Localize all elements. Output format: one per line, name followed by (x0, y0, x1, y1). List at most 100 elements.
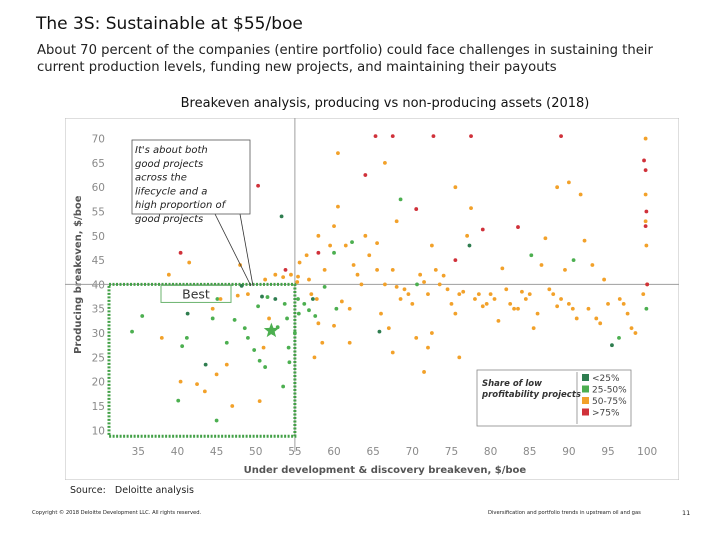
scatter-point (394, 284, 399, 289)
scatter-point (582, 238, 587, 243)
scatter-point (261, 345, 266, 350)
scatter-point (547, 287, 552, 292)
scatter-point (224, 340, 229, 345)
annotation-text: It's about both good projects across the li… (135, 145, 227, 225)
scatter-point (320, 340, 325, 345)
scatter-point (643, 219, 648, 224)
scatter-point (559, 134, 563, 139)
scatter-point (322, 267, 327, 272)
scatter-point (578, 192, 583, 197)
scatter-point (644, 306, 649, 311)
chart-canvas: 35 40 45 50 55 60 65 70 75 80 85 90 95 100 10 15 20 25 30 3… (64, 117, 680, 481)
x-tick-label: 60 (327, 446, 340, 458)
scatter-point (512, 306, 516, 311)
best-region-box (107, 282, 297, 438)
scatter-point (610, 343, 614, 348)
scatter-point (202, 389, 207, 394)
legend-swatch (582, 385, 589, 393)
scatter-point (414, 207, 419, 211)
scatter-point (304, 253, 309, 258)
scatter-point (295, 280, 300, 284)
scatter-point (187, 260, 192, 265)
scatter-point (292, 331, 297, 335)
scatter-point (302, 301, 307, 306)
scatter-point (529, 253, 534, 258)
scatter-point (265, 295, 270, 299)
scatter-point (256, 304, 260, 309)
scatter-point (484, 301, 489, 306)
y-tick-label: 65 (92, 158, 105, 170)
scatter-point (457, 355, 462, 360)
legend-item-label: >75% (592, 409, 620, 419)
scatter-point (316, 233, 321, 238)
x-tick-label: 65 (366, 446, 379, 458)
scatter-point (273, 297, 278, 301)
scatter-point (641, 292, 646, 297)
scatter-point (492, 297, 497, 301)
scatter-point (359, 282, 364, 287)
y-tick-label: 20 (92, 377, 105, 389)
scatter-point (453, 311, 458, 316)
scatter-point (130, 329, 134, 334)
scatter-point (355, 272, 360, 277)
legend-item-label: 50-75% (592, 397, 627, 407)
x-tick-label: 80 (484, 446, 497, 458)
scatter-point (267, 316, 271, 321)
scatter-point (480, 304, 485, 309)
footer-text: Diversification and portfolio trends in … (488, 510, 641, 516)
best-region-label: Best (182, 286, 210, 301)
scatter-point (598, 321, 603, 326)
scatter-point (336, 151, 340, 156)
scatter-point (307, 277, 311, 282)
scatter-point (644, 209, 649, 214)
annotation-pointer (239, 213, 254, 287)
y-tick-label: 15 (92, 401, 105, 413)
scatter-point (643, 192, 648, 197)
scatter-point (433, 267, 438, 272)
scatter-point (629, 326, 634, 331)
scatter-point (504, 287, 509, 292)
x-tick-label: 95 (601, 446, 614, 458)
annotation-text-line: across the (135, 173, 187, 184)
scatter-point (426, 345, 430, 350)
scatter-point (373, 134, 378, 139)
scatter-point (523, 297, 528, 301)
scatter-point (383, 282, 387, 287)
scatter-point (312, 355, 317, 360)
x-tick-label: 40 (171, 446, 184, 458)
scatter-point (246, 336, 250, 340)
scatter-point (281, 384, 286, 389)
scatter-point (178, 379, 183, 384)
scatter-point (398, 197, 403, 202)
scatter-point (415, 282, 419, 287)
scatter-point (203, 362, 208, 367)
scatter-point (257, 399, 262, 404)
scatter-point (422, 280, 426, 284)
scatter-point (390, 350, 395, 355)
scatter-point (178, 250, 183, 255)
scatter-point (566, 301, 571, 306)
scatter-point (336, 204, 340, 209)
scatter-point (422, 370, 426, 374)
scatter-point (224, 362, 229, 367)
scatter-point (343, 243, 348, 248)
scatter-point (571, 258, 576, 263)
scatter-point (386, 326, 391, 331)
scatter-point (328, 243, 333, 248)
scatter-point (570, 306, 575, 311)
scatter-point (210, 306, 215, 311)
legend-title: Share of low profitability projects (481, 379, 581, 400)
scatter-point (461, 289, 466, 294)
x-tick-label: 90 (562, 446, 575, 458)
scatter-point (351, 263, 356, 267)
scatter-point (334, 306, 339, 311)
scatter-point (257, 358, 262, 363)
scatter-point (235, 293, 240, 298)
legend-item-label: 25-50% (592, 386, 627, 396)
scatter-point (555, 185, 560, 190)
scatter-point (594, 316, 599, 321)
slide-subtitle: About 70 percent of the companies (entir… (37, 43, 653, 75)
annotation-text-line: good projects (135, 159, 203, 170)
scatter-point (480, 227, 485, 232)
scatter-point (310, 297, 315, 301)
